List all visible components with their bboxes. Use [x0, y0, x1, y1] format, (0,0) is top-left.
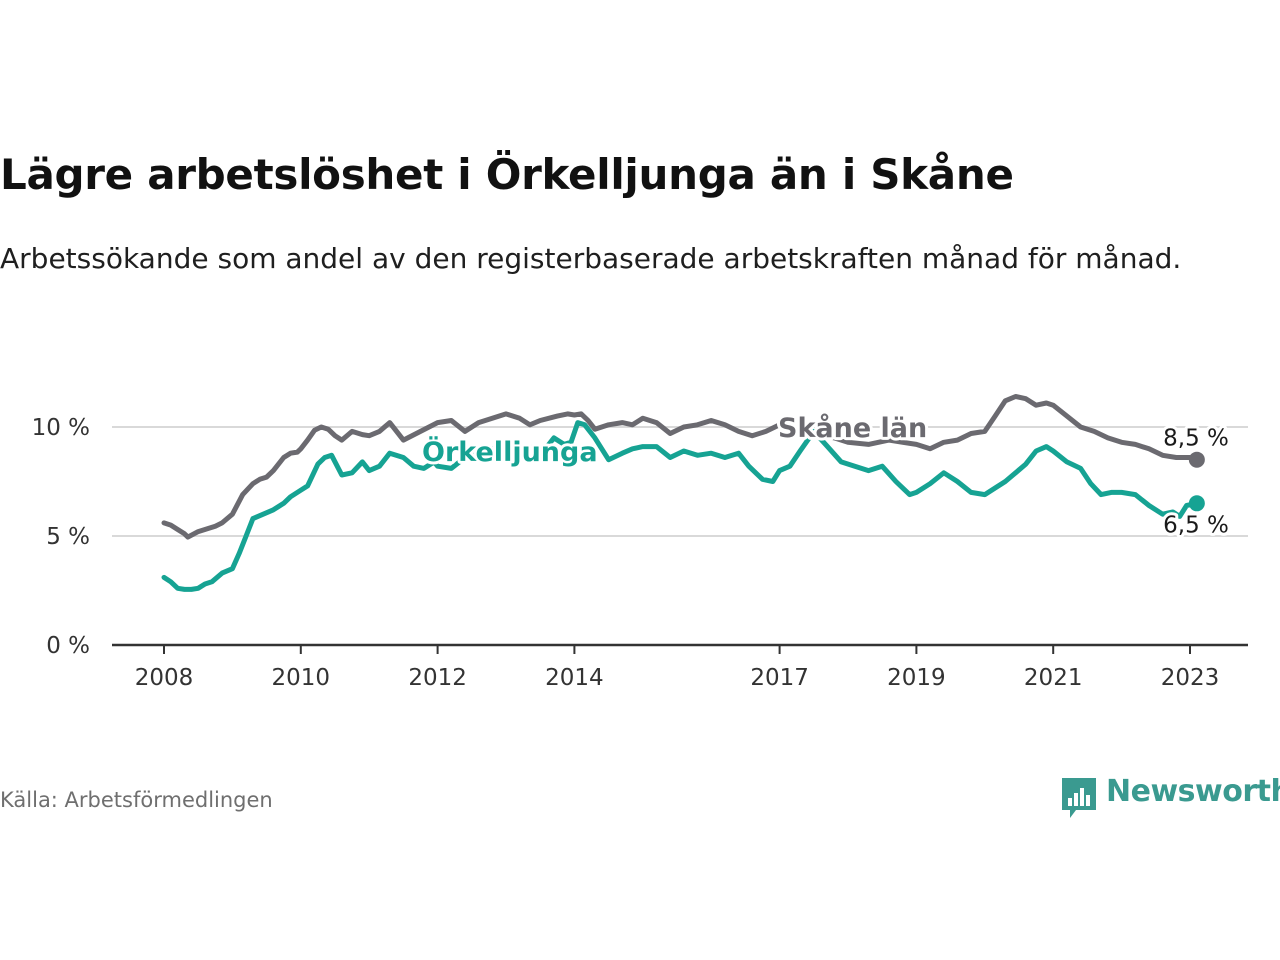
series-line-orkelljunga: [161, 420, 1200, 592]
series-label-orkelljunga: Örkelljunga: [422, 435, 598, 468]
series-labels: Skåne län Örkelljunga 8,5 % 6,5 %: [419, 409, 1232, 541]
x-tick-label: 2010: [272, 665, 331, 691]
series-line-skane-lan: [161, 394, 1200, 540]
x-tick-label: 2017: [750, 665, 809, 691]
end-point-skane-lan: [1188, 451, 1205, 468]
gridlines: [112, 426, 1248, 537]
end-value-label-skane-lan: 8,5 %: [1163, 426, 1229, 452]
x-tick-label: 2008: [135, 665, 194, 691]
axes: 0 % 5 % 10 % 2008 2010 2012 2014 2017 2019 2021 20…: [32, 415, 1248, 691]
newsworthy-logo-icon: [1062, 778, 1096, 818]
x-tick-label: 2023: [1161, 665, 1220, 691]
y-tick-label: 10 %: [32, 415, 90, 441]
series-lines: [161, 394, 1205, 592]
brand-logo: Newsworthy: [1058, 772, 1280, 822]
x-tick-label: 2012: [408, 665, 467, 691]
x-tick-label: 2019: [887, 665, 946, 691]
chart-subtitle: Arbetssökande som andel av den registerb…: [0, 242, 1182, 275]
end-value-label-orkelljunga: 6,5 %: [1163, 512, 1229, 538]
x-tick-label: 2021: [1024, 665, 1083, 691]
y-tick-label: 0 %: [46, 633, 90, 659]
end-point-orkelljunga: [1188, 495, 1205, 512]
line-chart: 0 % 5 % 10 % 2008 2010 2012 2014 2017 2019 2021 20…: [32, 394, 1248, 691]
source-note: Källa: Arbetsförmedlingen: [0, 788, 273, 812]
brand-name: Newsworthy: [1106, 774, 1280, 809]
series-label-skane-lan: Skåne län: [778, 412, 927, 444]
chart-title: Lägre arbetslöshet i Örkelljunga än i Sk…: [0, 150, 1014, 199]
x-tick-label: 2014: [545, 665, 604, 691]
y-tick-label: 5 %: [46, 524, 90, 550]
